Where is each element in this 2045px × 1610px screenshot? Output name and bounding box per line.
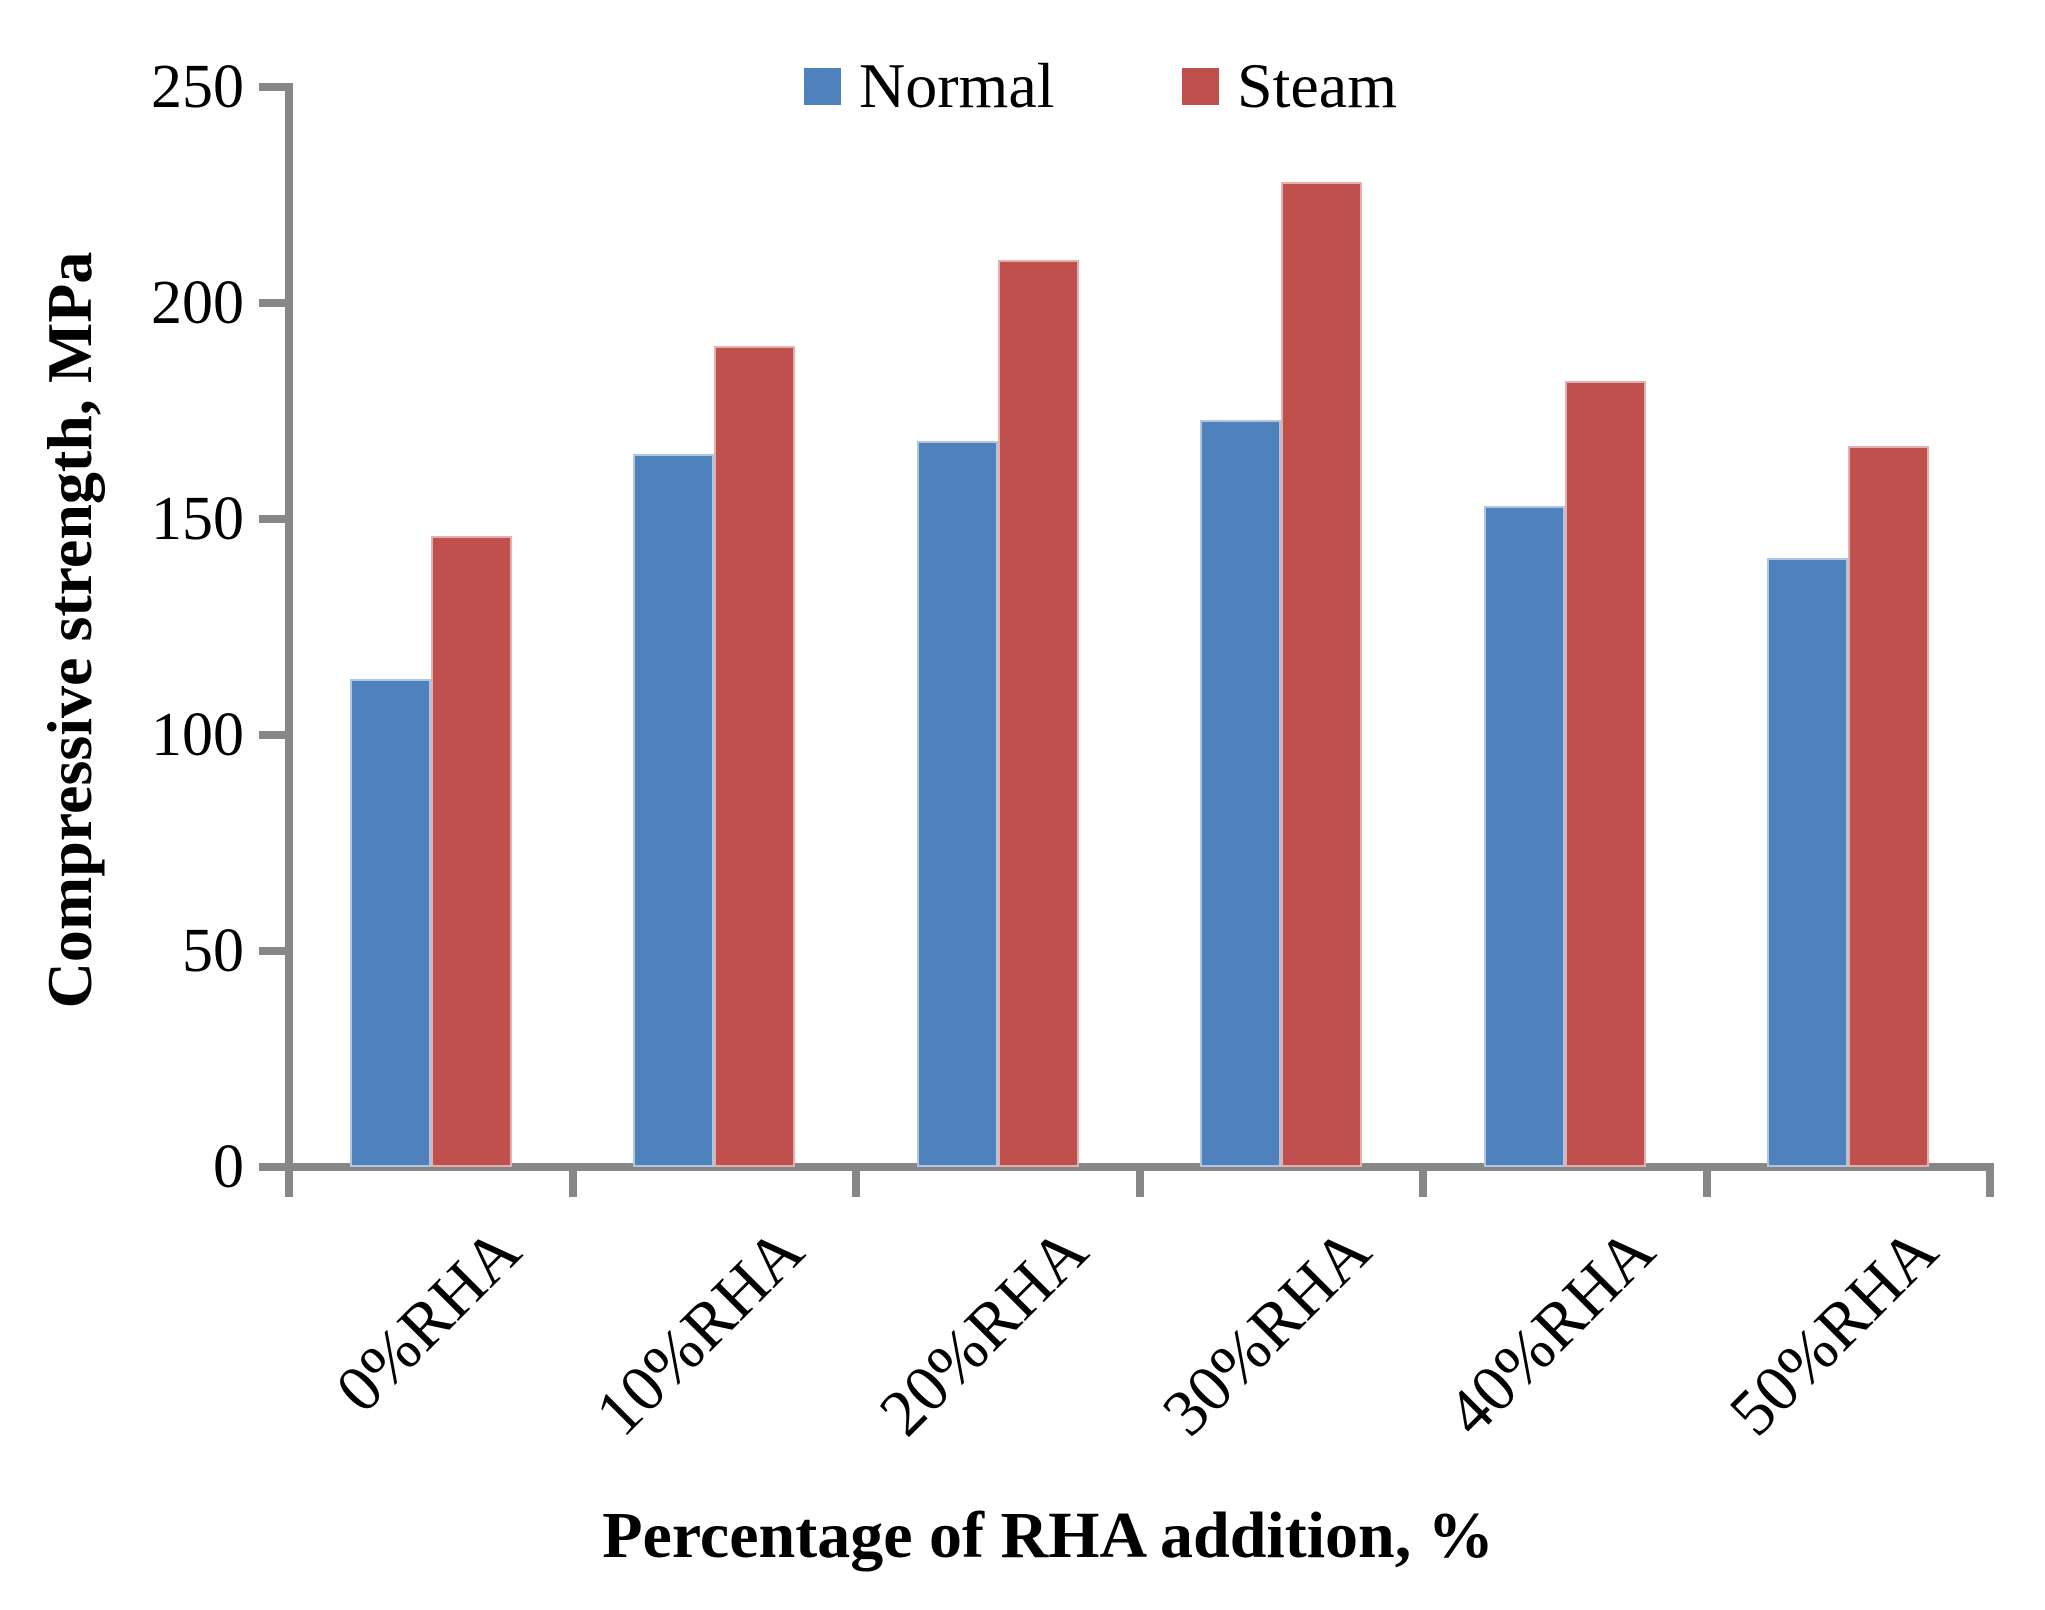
y-axis-tick-label: 150 [151, 485, 244, 553]
bar-normal-40%RHA [1483, 506, 1565, 1167]
y-axis-tick [259, 515, 285, 523]
x-axis-tick [852, 1163, 860, 1197]
y-axis-tick [259, 1163, 285, 1171]
legend-label-normal: Normal [859, 50, 1055, 121]
y-axis-tick [259, 947, 285, 955]
x-category-label: 0%RHA [322, 1214, 535, 1427]
legend-item-steam: Steam [1182, 40, 1397, 132]
legend-label-steam: Steam [1237, 50, 1397, 121]
y-axis-tick-label: 100 [151, 701, 244, 769]
x-axis-tick [1702, 1163, 1711, 1197]
legend-swatch-steam-icon [1182, 67, 1219, 105]
y-axis-tick [259, 299, 285, 307]
x-axis-tick [1419, 1163, 1427, 1197]
x-category-label: 10%RHA [582, 1214, 818, 1450]
x-category-label: 30%RHA [1149, 1214, 1385, 1450]
bar-steam-50%RHA [1848, 445, 1930, 1167]
bar-normal-30%RHA [1200, 419, 1282, 1167]
x-category-label: 20%RHA [865, 1214, 1102, 1450]
y-axis-tick-label: 200 [151, 269, 244, 337]
bar-steam-30%RHA [1281, 182, 1363, 1167]
x-axis-tick [1135, 1163, 1144, 1197]
y-axis-line [285, 83, 293, 1171]
bar-steam-20%RHA [997, 259, 1079, 1167]
y-axis-tick-label: 50 [182, 917, 244, 985]
x-category-label: 50%RHA [1716, 1214, 1952, 1450]
y-axis-tick [259, 83, 285, 91]
bar-normal-50%RHA [1767, 557, 1849, 1167]
bar-steam-10%RHA [714, 346, 796, 1167]
y-axis-tick-label: 250 [151, 53, 244, 121]
x-category-label: 40%RHA [1432, 1214, 1669, 1450]
y-axis-tick-label: 0 [213, 1133, 244, 1201]
bar-normal-0%RHA [349, 678, 431, 1167]
x-axis-tick [1986, 1163, 1994, 1197]
x-axis-tick [568, 1163, 577, 1197]
y-axis-tick [259, 731, 285, 739]
bar-normal-20%RHA [916, 441, 998, 1167]
legend-item-normal: Normal [804, 40, 1055, 132]
bar-steam-0%RHA [430, 536, 512, 1167]
bar-steam-40%RHA [1564, 380, 1646, 1167]
legend-swatch-normal-icon [804, 67, 841, 105]
x-axis-title: Percentage of RHA addition, % [602, 1499, 1494, 1572]
bar-normal-10%RHA [633, 454, 715, 1167]
y-axis-title: Compressive strength, MPa [34, 251, 105, 1009]
x-axis-tick [285, 1163, 293, 1197]
